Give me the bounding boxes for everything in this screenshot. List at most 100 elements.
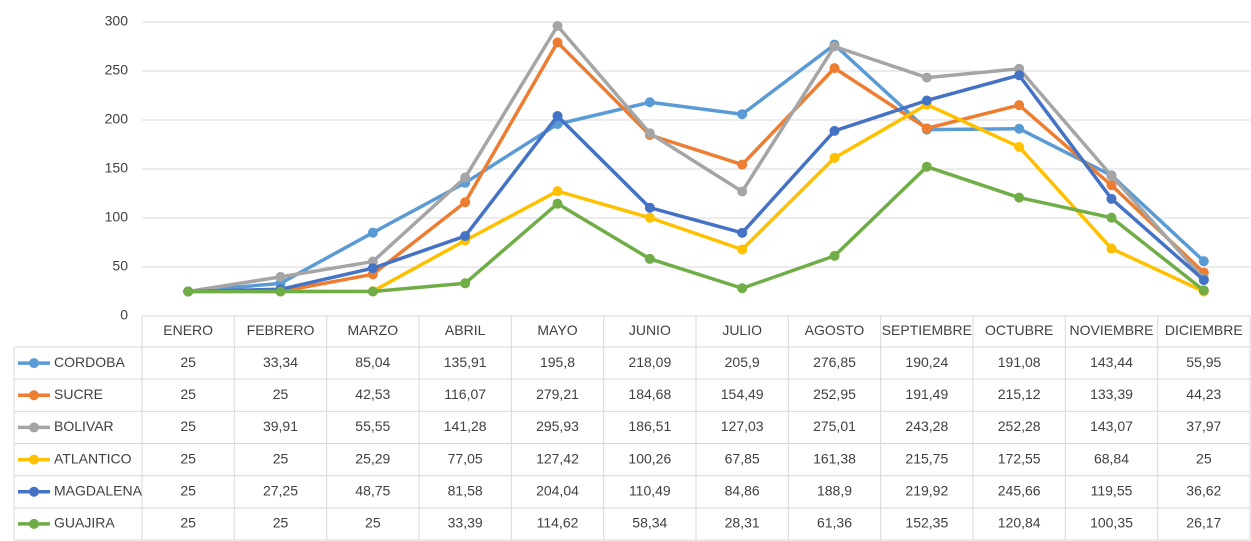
point [737, 159, 748, 170]
table-cell: 25 [180, 515, 196, 531]
table-cell: 36,62 [1186, 482, 1221, 498]
table-cell: 33,34 [263, 354, 298, 370]
table-cell: 100,26 [628, 450, 671, 466]
point [552, 186, 563, 197]
table-cell: 190,24 [905, 354, 948, 370]
table-cell: 119,55 [1091, 482, 1133, 498]
x-tick-label: MARZO [348, 322, 399, 338]
point [275, 271, 286, 282]
table-cell: 77,05 [448, 450, 483, 466]
point [1198, 275, 1209, 286]
table-cell: 215,75 [905, 450, 948, 466]
table-cell: 25 [273, 386, 289, 402]
table-cell: 68,84 [1094, 450, 1129, 466]
series-line [188, 42, 1206, 294]
table-cell: 27,25 [263, 482, 298, 498]
legend-marker [29, 486, 39, 497]
table-cell: 84,86 [725, 482, 760, 498]
table-cell: 39,91 [263, 418, 298, 434]
table-cell: 191,08 [998, 354, 1041, 370]
table-cell: 219,92 [905, 482, 948, 498]
point [737, 109, 748, 120]
table-cell: 275,01 [813, 418, 856, 434]
legend-marker [29, 390, 39, 401]
x-tick-label: ABRIL [445, 322, 486, 338]
series-line [187, 24, 1206, 294]
table-cell: 42,53 [355, 386, 390, 402]
legend-label: BOLIVAR [54, 418, 114, 434]
table-cell: 25 [273, 515, 289, 531]
point [644, 202, 655, 213]
y-tick-label: 150 [105, 160, 129, 176]
table-cell: 218,09 [628, 354, 671, 370]
point [367, 286, 378, 297]
table-cell: 25 [180, 418, 196, 434]
point [552, 198, 563, 209]
table-cell: 58,34 [632, 515, 667, 531]
point [1014, 141, 1025, 152]
x-tick-label: ENERO [163, 322, 213, 338]
table-cell: 28,31 [725, 515, 760, 531]
y-tick-label: 50 [112, 258, 128, 274]
point [1106, 180, 1117, 191]
table-cell: 161,38 [813, 450, 856, 466]
table-cell: 184,68 [628, 386, 671, 402]
point [829, 250, 840, 261]
point [1198, 285, 1209, 296]
legend-label: ATLANTICO [54, 450, 132, 466]
table-cell: 252,28 [998, 418, 1041, 434]
table-cell: 67,85 [725, 450, 760, 466]
table-cell: 25 [180, 354, 196, 370]
table-cell: 25 [1196, 450, 1212, 466]
point [644, 97, 655, 108]
point [644, 212, 655, 223]
table-cell: 37,97 [1186, 418, 1221, 434]
point [460, 197, 471, 208]
table-cell: 295,93 [536, 418, 579, 434]
point [737, 227, 748, 238]
point [367, 227, 378, 238]
point [737, 244, 748, 255]
table-cell: 245,66 [998, 482, 1041, 498]
table-cell: 25 [180, 386, 196, 402]
legend-label: MAGDALENA [54, 482, 143, 498]
point [275, 286, 286, 297]
table-cell: 120,84 [998, 515, 1041, 531]
point [737, 283, 748, 294]
table-cell: 276,85 [813, 354, 856, 370]
point [460, 278, 471, 289]
point [829, 63, 840, 74]
table-cell: 152,35 [905, 515, 948, 531]
point [829, 125, 840, 136]
table-cell: 195,8 [540, 354, 575, 370]
table-cell: 188,9 [817, 482, 852, 498]
x-tick-label: DICIEMBRE [1165, 322, 1243, 338]
point [552, 37, 563, 48]
point [1014, 70, 1025, 81]
legend-marker [29, 422, 39, 433]
y-tick-label: 300 [105, 13, 129, 29]
table-cell: 48,75 [355, 482, 390, 498]
y-tick-label: 250 [105, 62, 129, 78]
x-tick-label: FEBRERO [247, 322, 315, 338]
point [829, 152, 840, 163]
point [644, 128, 655, 139]
x-tick-label: OCTUBRE [985, 322, 1053, 338]
table-cell: 81,58 [448, 482, 483, 498]
table-cell: 114,62 [537, 515, 579, 531]
y-tick-label: 0 [120, 307, 128, 323]
point [552, 20, 563, 31]
point [1014, 192, 1025, 203]
point [1106, 193, 1117, 204]
table-cell: 25,29 [355, 450, 390, 466]
x-tick-label: MAYO [537, 322, 577, 338]
table-cell: 116,07 [444, 386, 486, 402]
legend-label: CORDOBA [54, 354, 125, 370]
x-tick-label: NOVIEMBRE [1069, 322, 1153, 338]
table-cell: 55,95 [1186, 354, 1221, 370]
series-line [188, 164, 1205, 294]
point [1014, 100, 1025, 111]
point [1106, 170, 1117, 181]
table-cell: 215,12 [998, 386, 1041, 402]
point [921, 161, 932, 172]
